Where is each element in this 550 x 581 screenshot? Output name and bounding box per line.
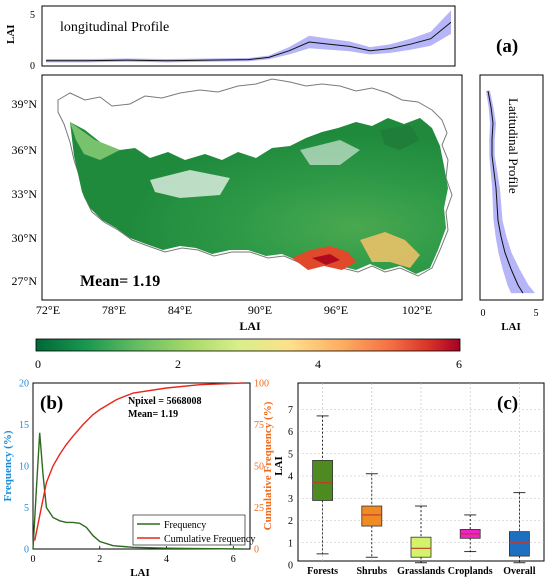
latitudinal-frame (479, 74, 544, 301)
bare-patch-2 (300, 140, 360, 165)
boxplot-box-shrubs (361, 505, 383, 527)
legend-cumulative-label: Cumulative Frequency (164, 534, 255, 545)
medium-lai-region (360, 232, 420, 268)
boxplot-category-label: Grasslands (397, 566, 445, 577)
boxplot-ytick: 3 (288, 494, 293, 505)
latitudinal-xtick-1: 5 (534, 308, 539, 319)
frequency-xtick: 6 (231, 554, 236, 565)
boxplot-grid: 0 1 2 3 4 5 6 7 (288, 383, 544, 572)
npixel-label: Npixel = 5668008 (128, 396, 201, 407)
boxplot-ytick: 4 (288, 472, 293, 483)
map-lat-ticks: 39°N 36°N 33°N 30°N 27°N (12, 97, 38, 288)
lat-tick-33: 33°N (12, 187, 38, 201)
frequency-ytick: 15 (19, 420, 29, 431)
frequency-xtick: 4 (164, 554, 169, 565)
latitudinal-mean-line (487, 90, 524, 294)
cumulative-ytick: 25 (254, 503, 264, 514)
panel-b-label: (b) (40, 393, 63, 414)
dense-patch-east (380, 125, 420, 150)
longitudinal-ytick-1: 5 (30, 10, 35, 21)
frequency-panel: 0 2 4 6 0 5 10 15 20 0 25 50 75 100 (b) Npixel = 5668… (2, 379, 274, 580)
mean-label: Mean= 1.19 (128, 409, 178, 420)
frequency-legend: Frequency Cumulative Frequency (132, 514, 255, 546)
frequency-ytick: 20 (19, 379, 29, 390)
lon-tick-84: 84°E (168, 303, 192, 317)
boxplot-category-label: Shrubs (357, 566, 388, 577)
latitudinal-uncertainty-band (486, 90, 535, 294)
latitudinal-xtick-0: 0 (481, 308, 486, 319)
colorbar-tick-0: 0 (35, 357, 41, 371)
lon-tick-90: 90°E (248, 303, 272, 317)
map-lon-ticks: 72°E 78°E 84°E 90°E 96°E 102°E (36, 303, 432, 317)
boxplot-category-label: Croplands (448, 566, 493, 577)
colorbar: 0 2 4 6 (35, 338, 462, 371)
boxplot-boxes: Forests Shrubs Grasslands Croplands Overall (307, 415, 536, 577)
panel-c-label: (c) (497, 393, 518, 414)
longitudinal-ylabel: LAI (5, 24, 17, 44)
lai-map: Mean= 1.19 39°N 36°N 33°N 30°N 27°N 72°E… (12, 74, 463, 333)
frequency-xtick: 0 (31, 554, 36, 565)
latitudinal-profile: Latitudinal Profile 0 5 LAI (479, 74, 544, 333)
legend-box (132, 514, 246, 546)
longitudinal-mean-line (46, 21, 452, 62)
boxplot-ylabel: LAI (273, 456, 285, 476)
boxplot-box-grasslands (410, 536, 432, 558)
frequency-line (32, 432, 244, 550)
latitudinal-xlabel: LAI (501, 321, 521, 333)
cumulative-ytick: 100 (254, 379, 269, 390)
frequency-ytick: 0 (24, 545, 29, 556)
lon-tick-72: 72°E (36, 303, 60, 317)
bare-patch-1 (150, 170, 230, 198)
frequency-xtick: 2 (97, 554, 102, 565)
longitudinal-uncertainty-band (46, 10, 451, 63)
frequency-frame (32, 382, 251, 550)
frequency-ylabel: Frequency (%) (2, 430, 14, 501)
lon-tick-78: 78°E (102, 303, 126, 317)
colorbar-tick-6: 6 (456, 357, 462, 371)
boxplot-panel: 0 1 2 3 4 5 6 7 Forests Shrubs Grasslands Cropland… (273, 382, 545, 577)
sparse-vegetation-west (70, 122, 120, 160)
latitudinal-title: Latitudinal Profile (506, 98, 521, 194)
cumulative-ytick: 50 (254, 462, 264, 473)
boxplot-ytick: 7 (288, 405, 293, 416)
cumulative-ytick: 75 (254, 420, 264, 431)
longitudinal-ytick-0: 0 (30, 61, 35, 72)
cumulative-frequency-line (34, 382, 244, 541)
boxplot-ytick: 1 (288, 538, 293, 549)
lat-tick-39: 39°N (12, 97, 38, 111)
boxplot-ytick: 0 (288, 561, 293, 572)
lat-tick-27: 27°N (12, 274, 38, 288)
frequency-ytick: 5 (24, 503, 29, 514)
colorbar-ramp (35, 338, 461, 352)
cumulative-ylabel: Cumulative Frequency (%) (262, 401, 274, 530)
boxplot-box-overall (508, 531, 530, 557)
frequency-ytick: 10 (19, 462, 29, 473)
boxplot-category-label: Forests (307, 566, 338, 577)
longitudinal-frame (41, 5, 456, 67)
panel-a-label: (a) (496, 36, 518, 57)
lon-tick-102: 102°E (402, 303, 432, 317)
legend-frequency-label: Frequency (164, 520, 206, 531)
longitudinal-title: longitudinal Profile (60, 20, 169, 35)
map-mean-label: Mean= 1.19 (80, 273, 160, 290)
lon-tick-96: 96°E (324, 303, 348, 317)
cumulative-ytick: 0 (254, 545, 259, 556)
frequency-ticks: 0 2 4 6 0 5 10 15 20 0 25 50 75 100 (19, 379, 269, 566)
very-high-lai-region (312, 254, 340, 265)
boxplot-ytick: 5 (288, 449, 293, 460)
boxplot-ytick: 2 (288, 516, 293, 527)
colorbar-tick-4: 4 (315, 357, 321, 371)
longitudinal-profile: longitudinal Profile LAI 0 5 (5, 5, 456, 72)
lat-tick-30: 30°N (12, 231, 38, 245)
vegetation-area (70, 118, 448, 274)
frequency-xlabel: LAI (130, 567, 150, 579)
boxplot-box-forests (312, 460, 334, 501)
colorbar-tick-2: 2 (175, 357, 181, 371)
boxplot-ytick: 6 (288, 427, 293, 438)
map-xlabel: LAI (239, 319, 261, 333)
lat-tick-36: 36°N (12, 143, 38, 157)
boxplot-category-label: Overall (503, 566, 535, 577)
